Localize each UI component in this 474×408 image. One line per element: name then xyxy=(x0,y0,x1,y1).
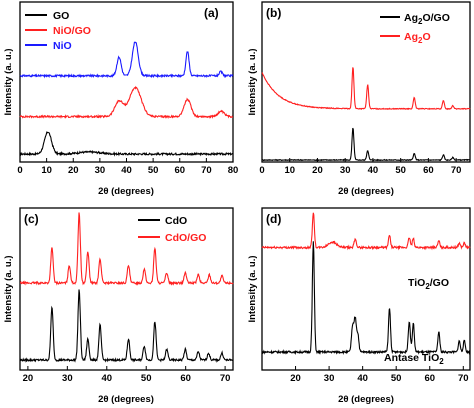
panel-a-ylabel: Intensity (a. u.) xyxy=(3,48,14,115)
panel-b-letter: (b) xyxy=(266,6,281,20)
x-tick-label-c-50: 50 xyxy=(141,373,152,384)
legend-label-nio-go: NiO/GO xyxy=(53,25,91,37)
panel-d-series xyxy=(261,212,471,356)
legend-label-cdo: CdO xyxy=(165,215,187,227)
panel-b-xticks: 0 10 20 30 40 50 60 70 xyxy=(259,158,461,176)
panel-c-legend: CdO CdO/GO xyxy=(138,215,206,244)
x-tick-label-b-20: 20 xyxy=(312,165,323,176)
panel-c-letter: (c) xyxy=(24,212,39,226)
x-tick-label-a-20: 20 xyxy=(68,165,79,176)
panel-b-legend: Ag2O/GO Ag2O xyxy=(380,12,450,45)
panel-c: 20 30 40 50 60 70 (c) CdO CdO/GO Intensity (a… xyxy=(3,207,234,405)
panel-a-letter: (a) xyxy=(204,6,219,20)
series-line-c-cdo xyxy=(19,289,234,363)
series-line-a-nio xyxy=(19,41,234,79)
x-tick-label-b-0: 0 xyxy=(259,165,264,176)
panel-c-series xyxy=(19,212,234,363)
panel-c-xlabel: 2θ (degrees) xyxy=(98,394,154,405)
legend-label-ag2o: Ag2O xyxy=(404,31,431,45)
annotation-antase-sub: 2 xyxy=(439,357,444,366)
x-tick-label-b-30: 30 xyxy=(340,165,351,176)
legend-ag2o-go-sub: 2 xyxy=(418,17,423,26)
x-tick-label-c-70: 70 xyxy=(220,373,231,384)
annotation-tio2-go-sub: 2 xyxy=(425,282,430,291)
panel-c-ylabel: Intensity (a. u.) xyxy=(3,255,14,322)
panel-a-xticks: 0 10 20 30 40 50 60 70 80 xyxy=(17,158,238,176)
x-tick-label-b-70: 70 xyxy=(451,165,462,176)
legend-ag2o-rest: O xyxy=(422,31,430,43)
x-tick-label-c-40: 40 xyxy=(101,373,112,384)
series-line-d-antase-tio2 xyxy=(261,241,471,356)
x-tick-label-b-40: 40 xyxy=(368,165,379,176)
x-tick-label-a-60: 60 xyxy=(174,165,185,176)
panel-b-frame xyxy=(261,1,471,163)
panel-d: 20 30 40 50 60 70 (d) TiO2/GO Antase TiO2 Int… xyxy=(247,207,471,405)
series-line-b-ag2o xyxy=(261,67,471,111)
panel-d-xlabel: 2θ (degrees) xyxy=(338,394,394,405)
panel-c-xticks: 20 30 40 50 60 70 xyxy=(23,366,231,384)
series-line-a-go xyxy=(19,131,234,157)
annotation-antase-tio2: Antase TiO2 xyxy=(384,352,444,366)
panel-d-xticks: 20 30 40 50 60 70 xyxy=(290,366,469,384)
x-tick-label-d-70: 70 xyxy=(458,373,469,384)
x-tick-label-b-10: 10 xyxy=(284,165,295,176)
panel-b: 0 10 20 30 40 50 60 70 (b) Ag2O/GO Ag2O Intensi… xyxy=(247,1,471,197)
x-tick-label-d-60: 60 xyxy=(424,373,435,384)
x-tick-label-a-30: 30 xyxy=(95,165,106,176)
panel-b-xlabel: 2θ (degrees) xyxy=(338,186,394,197)
legend-label-nio: NiO xyxy=(53,40,72,52)
annotation-tio2-go: TiO2/GO xyxy=(408,277,449,291)
panel-d-letter: (d) xyxy=(266,212,281,226)
x-tick-label-a-80: 80 xyxy=(228,165,239,176)
series-line-a-nio-go xyxy=(19,85,234,120)
x-tick-label-d-50: 50 xyxy=(391,373,402,384)
panel-a-frame xyxy=(19,1,234,163)
legend-label-go: GO xyxy=(53,10,69,22)
annotation-antase-main: Antase TiO xyxy=(384,352,439,364)
x-tick-label-c-60: 60 xyxy=(180,373,191,384)
x-tick-label-d-30: 30 xyxy=(324,373,335,384)
legend-label-cdo-go: CdO/GO xyxy=(165,232,206,244)
legend-ag2o-sub: 2 xyxy=(418,36,423,45)
x-tick-label-a-0: 0 xyxy=(17,165,22,176)
panel-a: 0 10 20 30 40 50 60 70 80 (a) GO NiO/GO NiO Inte… xyxy=(3,1,238,197)
x-tick-label-b-60: 60 xyxy=(423,165,434,176)
panel-a-legend: GO NiO/GO NiO xyxy=(25,10,91,52)
x-tick-label-a-70: 70 xyxy=(201,165,212,176)
x-tick-label-b-50: 50 xyxy=(395,165,406,176)
legend-ag2o-main: Ag xyxy=(404,31,418,43)
x-tick-label-a-50: 50 xyxy=(148,165,159,176)
x-tick-label-d-20: 20 xyxy=(290,373,301,384)
x-tick-label-a-10: 10 xyxy=(41,165,52,176)
panel-d-frame xyxy=(261,207,471,371)
x-tick-label-c-30: 30 xyxy=(62,373,73,384)
series-line-d-tio2-go xyxy=(261,212,471,251)
annotation-tio2-go-rest: /GO xyxy=(430,277,449,289)
legend-ag2o-go-main: Ag xyxy=(404,12,418,24)
x-tick-label-d-40: 40 xyxy=(357,373,368,384)
panel-c-frame xyxy=(19,207,234,371)
series-line-c-cdo-go xyxy=(19,212,234,286)
x-tick-label-c-20: 20 xyxy=(23,373,34,384)
legend-label-ag2o-go: Ag2O/GO xyxy=(404,12,450,26)
x-tick-label-a-40: 40 xyxy=(121,165,132,176)
panel-a-series xyxy=(19,41,234,157)
panel-a-xlabel: 2θ (degrees) xyxy=(98,186,154,197)
legend-ag2o-go-rest: O/GO xyxy=(422,12,449,24)
panel-b-ylabel: Intensity (a. u.) xyxy=(247,48,258,115)
panel-d-ylabel: Intensity (a. u.) xyxy=(247,255,258,322)
panel-b-series xyxy=(261,67,471,162)
annotation-tio2-go-main: TiO xyxy=(408,277,425,289)
series-line-b-ag2o-go xyxy=(261,127,471,162)
